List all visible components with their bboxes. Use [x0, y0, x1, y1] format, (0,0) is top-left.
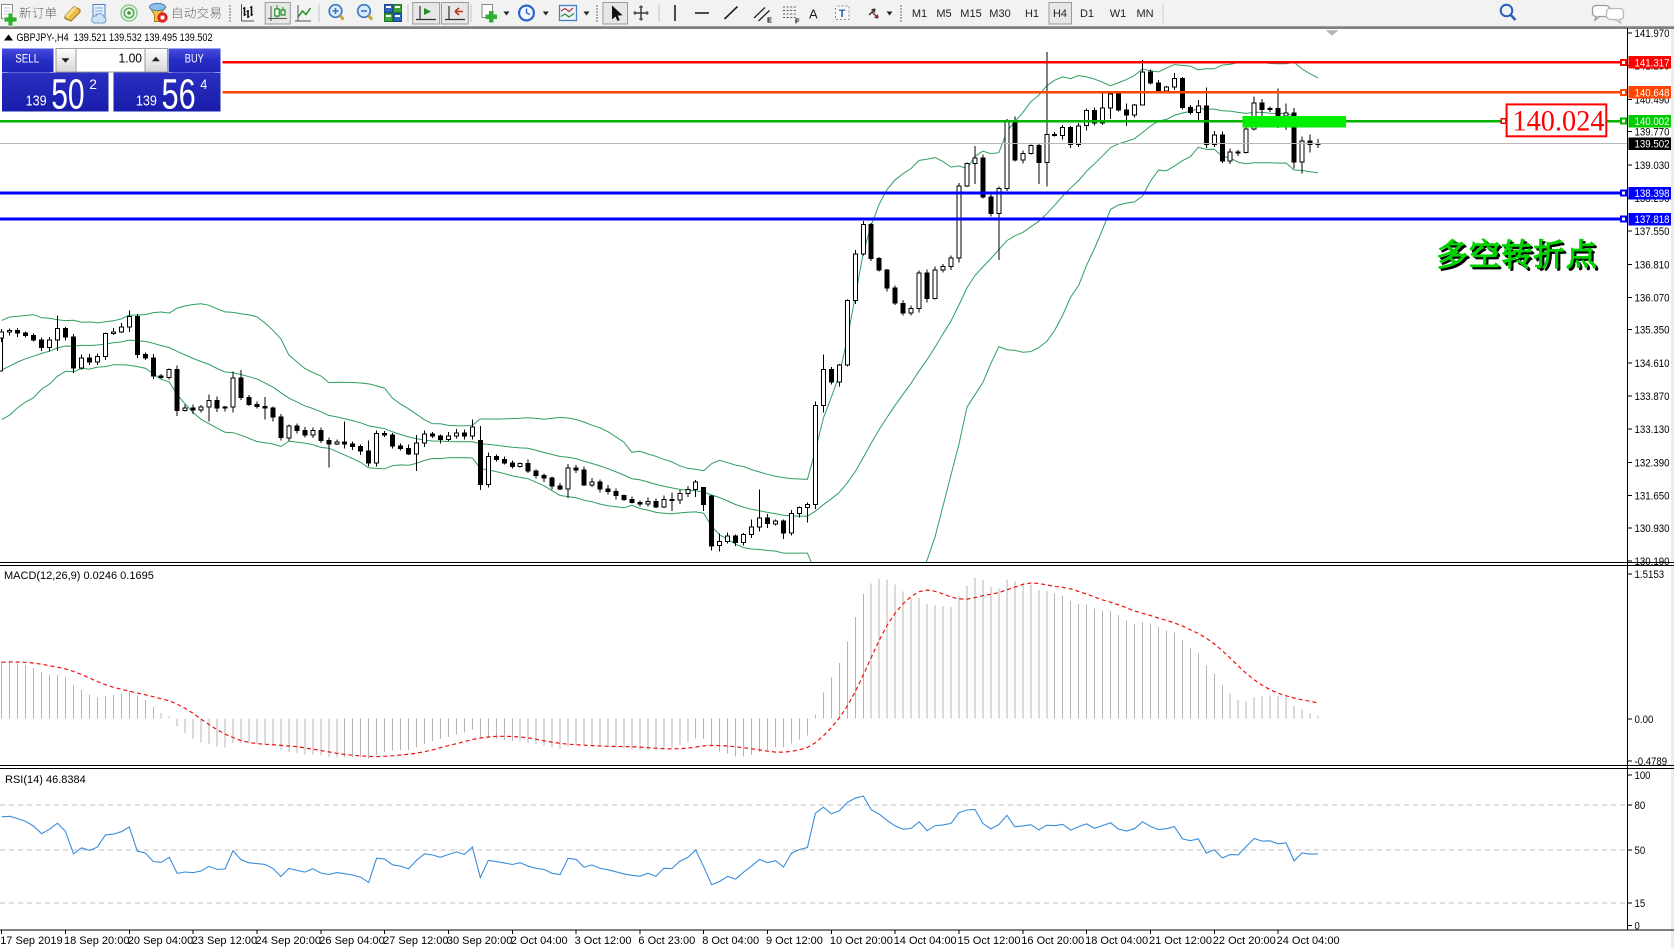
svg-text:F: F — [795, 17, 800, 26]
svg-text:3 Oct 12:00: 3 Oct 12:00 — [575, 935, 632, 947]
svg-text:50: 50 — [51, 71, 84, 119]
svg-text:24 Sep 20:00: 24 Sep 20:00 — [256, 935, 321, 947]
svg-text:140.648: 140.648 — [1635, 87, 1670, 99]
svg-text:137.818: 137.818 — [1635, 214, 1670, 226]
svg-text:0.00: 0.00 — [1635, 714, 1654, 726]
svg-text:MN: MN — [1136, 8, 1153, 20]
svg-text:SELL: SELL — [15, 51, 39, 65]
svg-text:RSI(14) 46.8384: RSI(14) 46.8384 — [5, 774, 86, 786]
svg-text:A: A — [809, 7, 818, 22]
svg-text:27 Sep 12:00: 27 Sep 12:00 — [383, 935, 448, 947]
svg-text:8 Oct 04:00: 8 Oct 04:00 — [702, 935, 759, 947]
svg-text:18 Oct 04:00: 18 Oct 04:00 — [1085, 935, 1148, 947]
svg-text:132.390: 132.390 — [1635, 457, 1670, 469]
svg-text:15: 15 — [1635, 898, 1646, 910]
svg-text:BUY: BUY — [185, 51, 204, 65]
svg-text:16 Oct 20:00: 16 Oct 20:00 — [1021, 935, 1084, 947]
svg-text:130.930: 130.930 — [1635, 523, 1670, 535]
svg-text:80: 80 — [1635, 800, 1646, 812]
svg-text:139.502: 139.502 — [1635, 139, 1670, 151]
svg-text:135.350: 135.350 — [1635, 325, 1670, 337]
svg-text:138.398: 138.398 — [1635, 188, 1670, 200]
svg-text:10 Oct 20:00: 10 Oct 20:00 — [830, 935, 893, 947]
svg-text:0: 0 — [1635, 921, 1640, 933]
svg-text:M30: M30 — [989, 8, 1010, 20]
svg-text:H1: H1 — [1025, 8, 1039, 20]
svg-text:23 Sep 12:00: 23 Sep 12:00 — [192, 935, 257, 947]
svg-text:T: T — [839, 8, 846, 20]
svg-text:139.770: 139.770 — [1635, 127, 1670, 139]
svg-text:22 Oct 20:00: 22 Oct 20:00 — [1213, 935, 1276, 947]
svg-text:4: 4 — [200, 77, 207, 92]
svg-text:100: 100 — [1635, 770, 1651, 782]
svg-text:140.024: 140.024 — [1513, 104, 1605, 137]
svg-text:14 Oct 04:00: 14 Oct 04:00 — [894, 935, 957, 947]
svg-text:30 Sep 20:00: 30 Sep 20:00 — [447, 935, 512, 947]
svg-text:137.550: 137.550 — [1635, 226, 1670, 238]
svg-text:1.5153: 1.5153 — [1635, 569, 1665, 581]
svg-text:2 Oct 04:00: 2 Oct 04:00 — [511, 935, 568, 947]
svg-text:1.00: 1.00 — [119, 51, 143, 66]
svg-text:141.970: 141.970 — [1635, 28, 1670, 40]
svg-text:9 Oct 12:00: 9 Oct 12:00 — [766, 935, 823, 947]
svg-text:26 Sep 04:00: 26 Sep 04:00 — [319, 935, 384, 947]
svg-text:136.810: 136.810 — [1635, 259, 1670, 271]
svg-text:6 Oct 23:00: 6 Oct 23:00 — [638, 935, 695, 947]
svg-text:17 Sep 2019: 17 Sep 2019 — [0, 935, 62, 947]
svg-text:E: E — [767, 16, 772, 25]
svg-text:21 Oct 12:00: 21 Oct 12:00 — [1149, 935, 1212, 947]
svg-text:D1: D1 — [1080, 8, 1094, 20]
svg-text:139.030: 139.030 — [1635, 160, 1670, 172]
svg-text:133.870: 133.870 — [1635, 391, 1670, 403]
svg-text:24 Oct 04:00: 24 Oct 04:00 — [1277, 935, 1340, 947]
svg-text:M5: M5 — [936, 8, 951, 20]
svg-text:M1: M1 — [912, 8, 927, 20]
svg-text:H4: H4 — [1053, 8, 1067, 20]
svg-text:-0.4789: -0.4789 — [1635, 756, 1668, 768]
svg-text:139: 139 — [136, 94, 157, 110]
svg-text:139: 139 — [26, 94, 47, 110]
svg-text:134.610: 134.610 — [1635, 358, 1670, 370]
svg-text:136.070: 136.070 — [1635, 292, 1670, 304]
svg-text:W1: W1 — [1110, 8, 1127, 20]
svg-text:MACD(12,26,9) 0.0246 0.1695: MACD(12,26,9) 0.0246 0.1695 — [4, 570, 154, 582]
svg-text:133.130: 133.130 — [1635, 424, 1670, 436]
svg-text:50: 50 — [1635, 845, 1646, 857]
svg-text:M15: M15 — [960, 8, 981, 20]
svg-text:15 Oct 12:00: 15 Oct 12:00 — [958, 935, 1021, 947]
svg-text:140.002: 140.002 — [1635, 116, 1670, 128]
svg-text:18 Sep 20:00: 18 Sep 20:00 — [64, 935, 129, 947]
svg-text:56: 56 — [162, 71, 196, 119]
svg-text:GBPJPY-,H4 139.521 139.532 13: GBPJPY-,H4 139.521 139.532 139.495 139.5… — [17, 32, 213, 44]
svg-text:141.317: 141.317 — [1635, 57, 1670, 69]
svg-text:20 Sep 04:00: 20 Sep 04:00 — [128, 935, 193, 947]
svg-text:131.650: 131.650 — [1635, 491, 1670, 503]
svg-text:2: 2 — [89, 77, 97, 92]
